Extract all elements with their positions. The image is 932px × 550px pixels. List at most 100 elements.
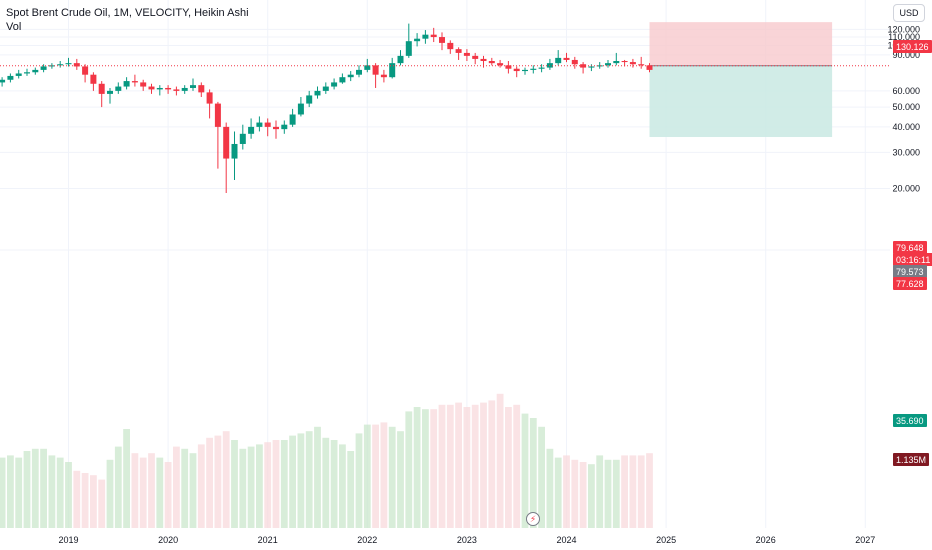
volume-bar [397,431,404,528]
candle-body [32,69,39,73]
volume-bar [646,453,653,528]
position-zones [649,22,833,138]
volume-bar [90,475,97,528]
volume-bar [7,455,14,528]
candle-body [331,82,338,87]
volume-bar [363,424,371,528]
candle-body [605,63,611,66]
price-tick-label: 30.000 [892,147,920,157]
chart-legend: Spot Brent Crude Oil, 1M, VELOCITY, Heik… [6,6,249,34]
volume-bar [596,455,604,528]
candle-body [472,55,479,59]
price-axis[interactable]: 10.00020.00030.00040.00050.00060.00090.0… [887,24,920,255]
volume-bar [554,457,562,528]
candle-body [165,87,172,90]
candle-body [256,122,263,127]
risk-zone [649,22,833,66]
price-tick-label: 20.000 [892,183,920,193]
volume-bar [513,404,521,528]
candle-body [90,74,97,84]
candle-body [538,67,545,69]
volume-bar [388,426,396,528]
candle-body [239,133,246,144]
volume-bar [380,422,388,528]
price-tick-label: 120.000 [887,24,920,34]
candle-body [621,61,628,63]
volume-bar [314,426,321,528]
volume-bar [81,473,89,528]
candle-body [339,77,346,83]
candle-body [248,126,255,134]
volume-bar [247,446,255,528]
volume-bar [422,409,429,528]
candle-body [140,82,147,87]
candle-body [347,74,354,78]
volume-bar [405,411,413,528]
volume-bar [529,418,537,528]
candle-body [273,126,279,130]
candle-body [57,64,64,66]
volume-bar [637,455,645,528]
candle-body [596,65,603,67]
volume-bar [231,440,238,528]
candle-body [513,68,520,72]
volume-bar [571,459,579,528]
candle-body [40,66,47,70]
candle-body [289,114,296,125]
candle-body [439,37,445,43]
volume-bar [430,409,438,528]
time-tick-label: 2025 [656,535,676,545]
volume-bar [23,451,31,528]
currency-button[interactable]: USD [893,4,925,22]
volume-bar [629,455,637,528]
volume-bar [114,446,122,528]
candle-body [571,59,578,65]
candle-body [173,89,180,91]
mid-price-tag: 79.573 [893,265,927,278]
candle-body [223,126,230,159]
volume-bar [148,453,155,528]
volume-bar [463,407,471,528]
volume-bar [471,404,479,528]
volume-bar [123,429,130,528]
candle-body [563,57,570,60]
volume-bar [15,457,23,528]
stop-price-tag: 35.690 [893,414,927,427]
volume-legend: Vol [6,21,22,33]
volume-bar [563,455,570,528]
time-tick-label: 2024 [556,535,576,545]
candle-body [123,81,130,87]
candle-body [264,122,271,127]
candle-body [414,38,421,42]
target-price-tag: 130.126 [893,40,932,53]
candle-body [156,87,163,90]
volume-bar [256,444,263,528]
time-tick-label: 2023 [457,535,477,545]
volume-bar [621,455,628,528]
lightning-icon[interactable]: ⚡ [526,512,540,526]
candle-body [190,85,196,88]
volume-bar [214,435,222,528]
candle-body [98,83,105,94]
volume-bar [222,431,230,528]
volume-bar [297,433,305,528]
candle-body [397,55,404,64]
candle-body [522,69,528,72]
volume-bar [131,453,139,528]
volume-bar [446,404,454,528]
candle-body [206,92,213,104]
reward-zone [649,65,833,138]
candle-body [297,103,304,115]
volume-bar [305,431,313,528]
candle-body [82,66,89,75]
candle-body [463,52,470,56]
volume-bar [496,393,504,528]
candle-body [148,86,155,90]
volume-bar [322,437,330,528]
time-axis[interactable]: 2019202020212022202320242025202620272028 [58,535,932,545]
candle-body [380,74,387,78]
candle-body [497,63,504,66]
volume-bar [264,442,272,528]
candle-body [389,63,396,78]
